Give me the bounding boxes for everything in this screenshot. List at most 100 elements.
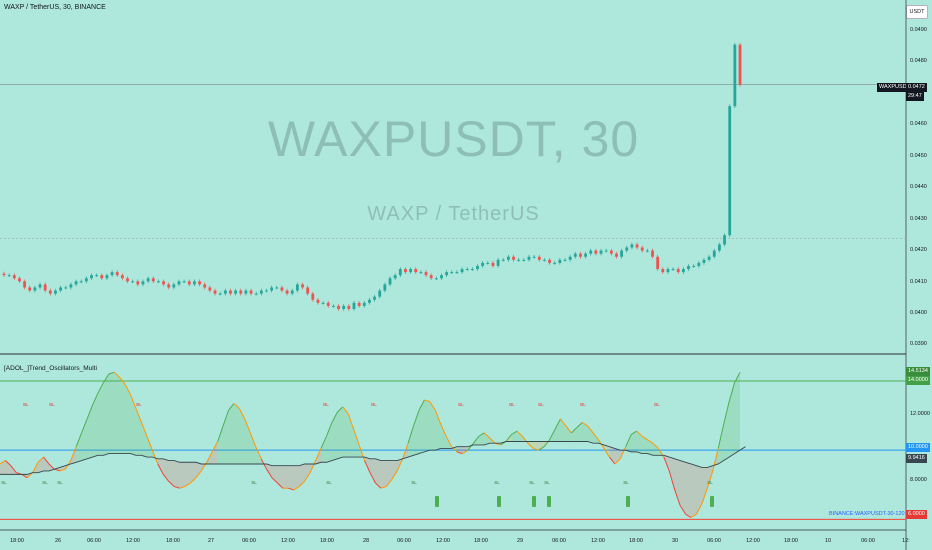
candle-body: [393, 275, 397, 279]
candle-body: [187, 281, 191, 285]
oscillator-fill: [729, 382, 735, 458]
candle-body: [203, 284, 207, 288]
oscillator-line-segment: [266, 468, 273, 479]
candle-body: [311, 293, 315, 300]
oscillator-fill: [92, 393, 98, 458]
candle-body: [712, 250, 716, 257]
oscillator-line-segment: [320, 436, 327, 449]
oscillator-line-segment: [538, 446, 545, 451]
oscillator-fill: [680, 460, 686, 515]
price-axis-label: 0.0480: [910, 58, 927, 64]
indicator-title[interactable]: [ADOL_]Trend_Oscillators_Multi: [4, 365, 97, 372]
candle-body: [723, 235, 726, 245]
candle-body: [409, 269, 413, 273]
oscillator-line-segment: [636, 430, 643, 437]
oscillator-line-segment: [603, 448, 610, 458]
candle-body: [141, 281, 145, 285]
candle-body: [59, 287, 63, 291]
candle-body: [90, 275, 93, 279]
oscillator-line-segment: [429, 401, 436, 411]
candle-body: [182, 281, 186, 283]
oscillator-line-segment: [385, 479, 393, 487]
oscillator-fill: [375, 458, 381, 489]
candle-body: [193, 281, 196, 285]
candle-body: [84, 278, 88, 282]
oscillator-fill: [696, 465, 702, 515]
candle-body: [295, 284, 299, 291]
candle-body: [476, 265, 479, 270]
candle-body: [522, 259, 526, 261]
oscillator-line-segment: [712, 448, 719, 472]
candle-body: [697, 262, 701, 266]
bl-signal: BL: [509, 402, 515, 407]
candle-body: [79, 281, 83, 283]
indicator-source-label: BINANCE:WAXPUSDT-30-120: [829, 511, 905, 517]
oscillator-line-segment: [293, 486, 300, 491]
oscillator-fill: [76, 432, 82, 463]
candle-body: [383, 284, 387, 291]
candle-body: [265, 290, 268, 292]
candle-body: [388, 278, 392, 285]
oscillator-fill: [576, 422, 583, 442]
oscillator-fill: [413, 410, 419, 456]
oscillator-line-segment: [271, 477, 278, 484]
oscillator-fill: [614, 448, 621, 464]
sl-signal: SL: [529, 480, 535, 485]
oscillator-line-segment: [151, 449, 159, 465]
oscillator-line-segment: [690, 513, 697, 519]
oscillator-fill: [565, 425, 572, 442]
oscillator-line-segment: [233, 403, 240, 409]
candle-body: [579, 253, 582, 257]
time-axis-label: 12:00: [746, 538, 760, 544]
oscillator-line-segment: [418, 399, 425, 411]
candle-body: [532, 256, 536, 258]
symbol-watermark-subtitle: WAXP / TetherUS: [367, 203, 540, 225]
oscillator-fill: [386, 460, 392, 487]
oscillator-fill: [190, 462, 196, 484]
candle-body: [218, 293, 222, 295]
candle-body: [151, 278, 155, 282]
oscillator-line-segment: [206, 451, 213, 463]
oscillator-fill: [685, 462, 692, 518]
oscillator-line-segment: [717, 424, 725, 449]
oscillator-line-segment: [587, 425, 594, 434]
price-axis-label: 0.0410: [910, 279, 927, 285]
oscillator-line-segment: [652, 442, 659, 449]
oscillator-line-segment: [364, 460, 371, 473]
candle-body: [23, 281, 26, 288]
oscillator-line-segment: [130, 394, 137, 409]
oscillator-fill: [250, 432, 256, 464]
candle-body: [357, 302, 361, 306]
oscillator-line-segment: [478, 432, 485, 437]
candle-body: [718, 244, 721, 251]
candle-body: [615, 253, 618, 257]
candle-body: [645, 250, 649, 252]
candle-body: [404, 269, 407, 273]
bar-countdown: 29:47: [906, 92, 924, 101]
indicator-value-tag: 14.5134: [906, 367, 930, 376]
sl-signal: SL: [1, 480, 7, 485]
time-axis-label: 18:00: [320, 538, 334, 544]
time-axis-label: 18:00: [784, 538, 798, 544]
oscillator-fill: [582, 422, 588, 442]
oscillator-line-segment: [43, 456, 50, 465]
candle-body: [12, 275, 16, 279]
candle-body: [337, 305, 340, 309]
oscillator-line-segment: [511, 430, 518, 436]
oscillator-fill: [642, 436, 648, 454]
candle-body: [234, 290, 238, 294]
oscillator-line-segment: [440, 423, 447, 437]
oscillator-fill: [223, 410, 229, 464]
oscillator-fill: [141, 422, 147, 458]
candle-body: [635, 244, 639, 248]
oscillator-fill: [185, 462, 191, 487]
candle-body: [100, 275, 104, 279]
currency-badge[interactable]: USDT: [906, 5, 928, 19]
oscillator-fill: [669, 457, 675, 490]
candle-body: [285, 290, 289, 294]
time-axis-label: 18:00: [166, 538, 180, 544]
oscillator-line-segment: [674, 489, 681, 506]
oscillator-fill: [43, 457, 49, 471]
oscillator-line-segment: [184, 482, 191, 487]
